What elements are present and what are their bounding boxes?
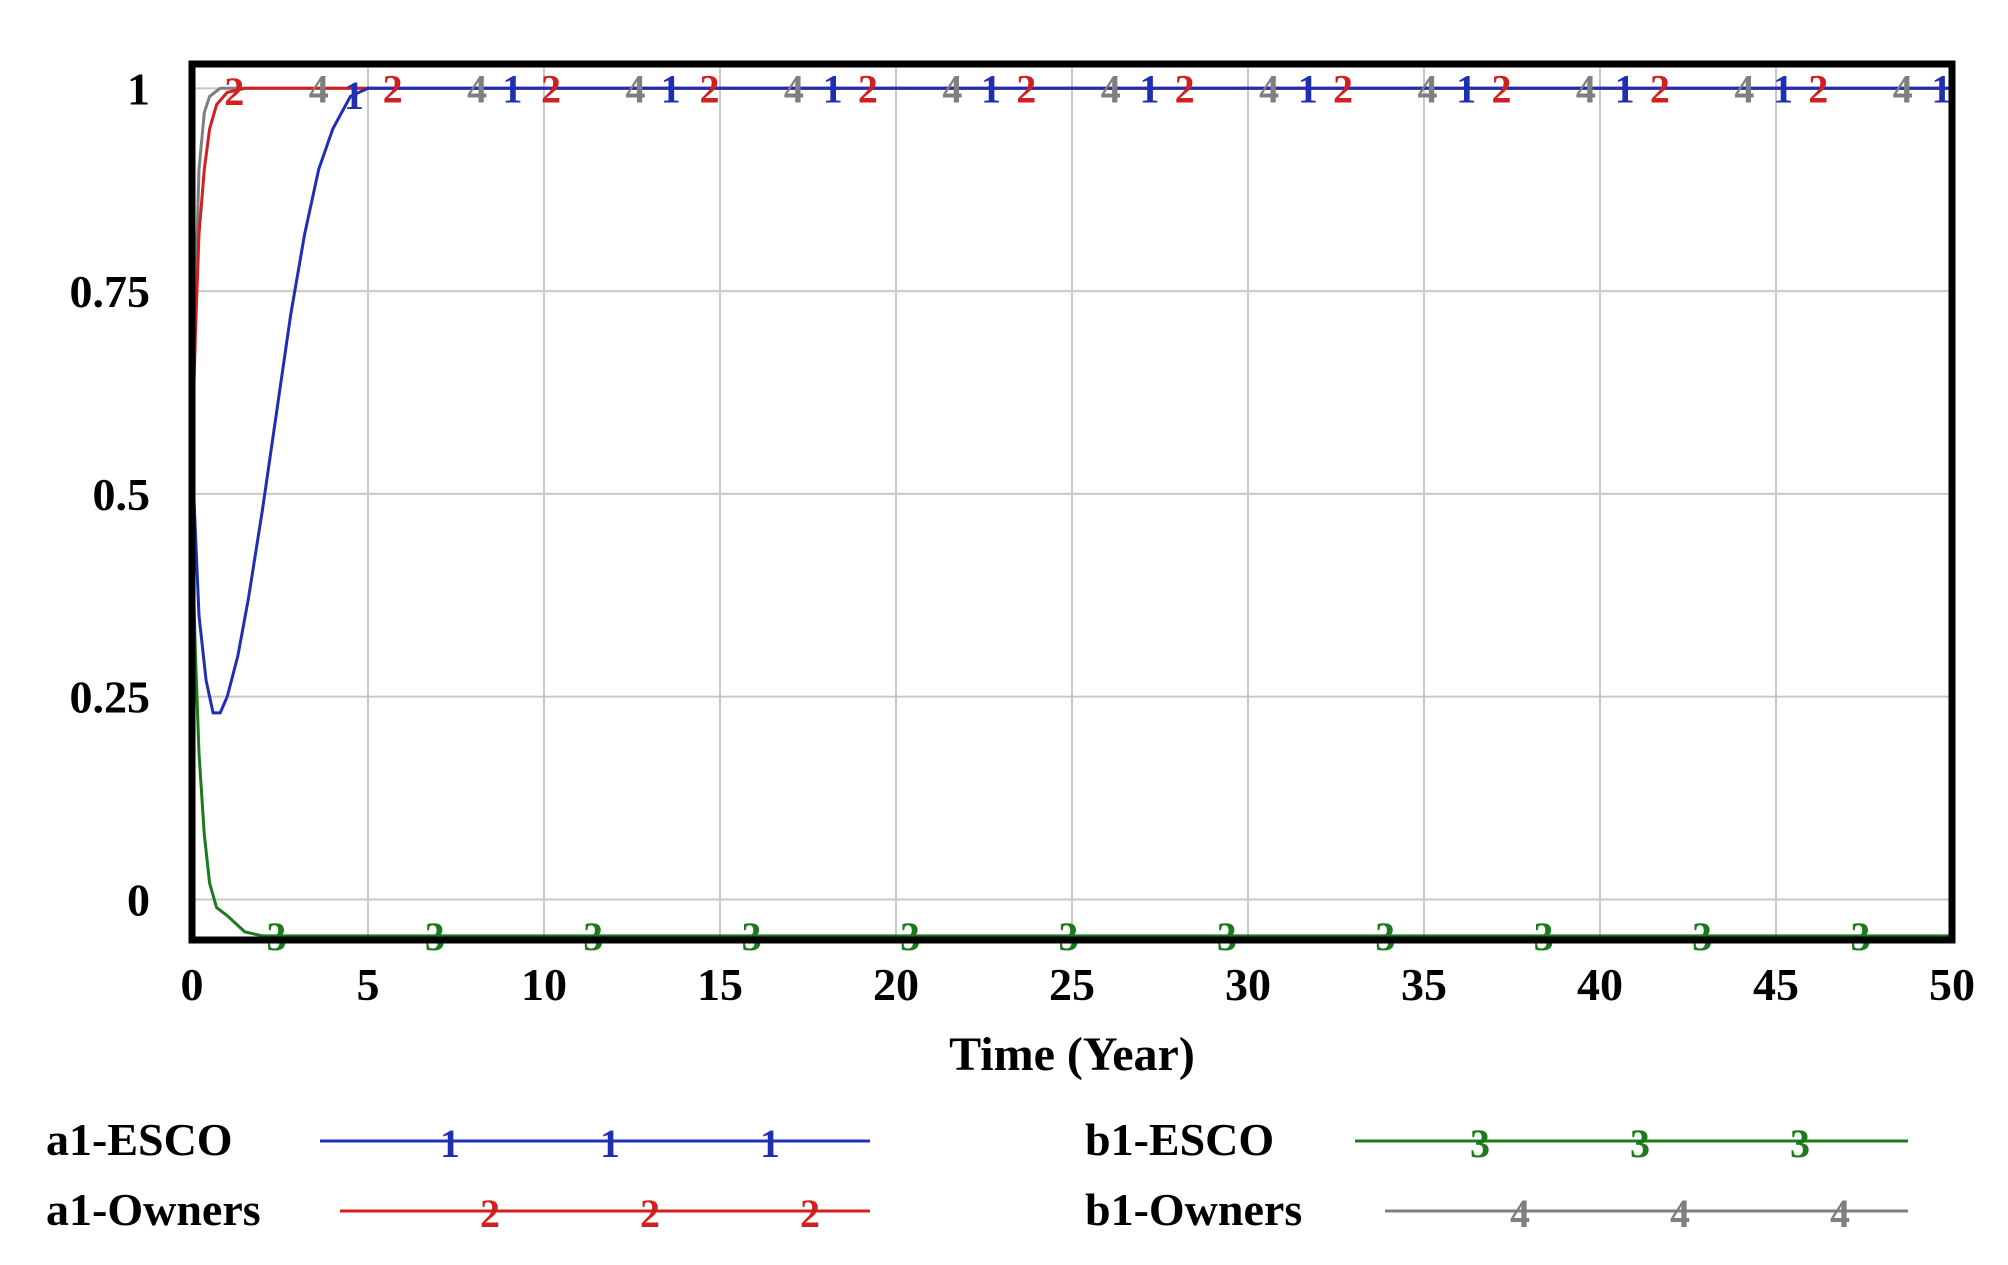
series-marker-a1-Owners: 2 — [1491, 66, 1511, 111]
series-marker-b1-Owners: 4 — [1101, 66, 1121, 111]
series-line-a1-ESCO — [190, 86, 1952, 715]
y-tick-label: 1 — [127, 63, 150, 114]
series-marker-a1-Owners: 2 — [1175, 66, 1195, 111]
series-marker-a1-ESCO: 1 — [823, 66, 843, 111]
series-marker-b1-Owners: 4 — [309, 66, 329, 111]
series-marker-b1-ESCO: 3 — [1534, 914, 1554, 959]
series-marker-a1-Owners: 2 — [858, 66, 878, 111]
legend-marker: 3 — [1790, 1121, 1810, 1166]
series-marker-a1-ESCO: 1 — [1615, 66, 1635, 111]
x-tick-label: 50 — [1929, 959, 1975, 1010]
series-marker-a1-Owners: 2 — [699, 66, 719, 111]
series-marker-a1-ESCO: 1 — [1139, 66, 1159, 111]
y-tick-label: 0.5 — [93, 469, 151, 520]
series-marker-a1-Owners: 2 — [224, 69, 244, 114]
series-marker-b1-Owners: 4 — [1734, 66, 1754, 111]
legend-label: a1-Owners — [46, 1184, 261, 1235]
series-marker-b1-ESCO: 3 — [1375, 914, 1395, 959]
x-tick-label: 40 — [1577, 959, 1623, 1010]
series-marker-b1-ESCO: 3 — [425, 914, 445, 959]
series-marker-a1-ESCO: 1 — [1456, 66, 1476, 111]
x-axis-title: Time (Year) — [949, 1028, 1195, 1081]
series-marker-a1-ESCO: 1 — [1298, 66, 1318, 111]
x-tick-label: 5 — [357, 959, 380, 1010]
series-marker-b1-ESCO: 3 — [266, 914, 286, 959]
series-marker-a1-ESCO: 1 — [1931, 66, 1951, 111]
series-marker-a1-Owners: 2 — [541, 66, 561, 111]
legend-label: b1-ESCO — [1085, 1114, 1274, 1165]
series-marker-a1-ESCO: 1 — [981, 66, 1001, 111]
series-marker-b1-Owners: 4 — [626, 66, 646, 111]
legend-item-b1-ESCO: b1-ESCO 3 3 3 — [1085, 1114, 1908, 1166]
series-marker-a1-ESCO: 1 — [661, 66, 681, 111]
legend-marker: 2 — [480, 1191, 500, 1236]
x-tick-label: 20 — [873, 959, 919, 1010]
x-tick-label: 0 — [181, 959, 204, 1010]
x-tick-label: 35 — [1401, 959, 1447, 1010]
series-marker-b1-Owners: 4 — [1259, 66, 1279, 111]
series-marker-b1-Owners: 4 — [1418, 66, 1438, 111]
series-marker-a1-Owners: 2 — [383, 66, 403, 111]
series-marker-b1-ESCO: 3 — [1692, 914, 1712, 959]
series-marker-b1-Owners: 4 — [942, 66, 962, 111]
legend-marker: 1 — [760, 1121, 780, 1166]
legend-marker: 2 — [800, 1191, 820, 1236]
series-marker-b1-ESCO: 3 — [583, 914, 603, 959]
legend-label: b1-Owners — [1085, 1184, 1302, 1235]
series-marker-a1-ESCO: 1 — [502, 66, 522, 111]
series-marker-a1-Owners: 2 — [1808, 66, 1828, 111]
series-marker-b1-ESCO: 3 — [742, 914, 762, 959]
series-marker-a1-Owners: 2 — [1650, 66, 1670, 111]
series-marker-a1-ESCO: 1 — [1773, 66, 1793, 111]
series-marker-b1-ESCO: 3 — [1217, 914, 1237, 959]
series-line-b1-ESCO — [190, 534, 1952, 938]
legend-marker: 3 — [1470, 1121, 1490, 1166]
legend-item-a1-ESCO: a1-ESCO 1 1 1 — [46, 1114, 870, 1166]
x-tick-label: 25 — [1049, 959, 1095, 1010]
series-marker-b1-Owners: 4 — [1893, 66, 1913, 111]
series-marker-b1-ESCO: 3 — [1850, 914, 1870, 959]
series-marker-b1-Owners: 4 — [784, 66, 804, 111]
legend-marker: 4 — [1830, 1191, 1850, 1236]
series-marker-a1-Owners: 2 — [1333, 66, 1353, 111]
series-marker-a1-Owners: 2 — [1016, 66, 1036, 111]
series-marker-b1-ESCO: 3 — [900, 914, 920, 959]
series-marker-b1-Owners: 4 — [467, 66, 487, 111]
y-tick-label: 0.25 — [70, 672, 151, 723]
x-tick-label: 10 — [521, 959, 567, 1010]
x-tick-label: 15 — [697, 959, 743, 1010]
legend-item-b1-Owners: b1-Owners 4 4 4 — [1085, 1184, 1908, 1236]
legend: a1-ESCO 1 1 1 a1-Owners 2 2 2 b1-ESCO 3 3 3 b1-Owner… — [46, 1114, 1908, 1236]
series-marker-a1-ESCO: 1 — [344, 73, 364, 118]
x-axis-ticks: 0 5 10 15 20 25 30 35 40 45 50 — [181, 959, 1976, 1010]
legend-marker: 4 — [1510, 1191, 1530, 1236]
x-tick-label: 45 — [1753, 959, 1799, 1010]
y-tick-label: 0 — [127, 874, 150, 925]
y-axis-ticks: 0 0.25 0.5 0.75 1 — [70, 63, 151, 925]
x-tick-label: 30 — [1225, 959, 1271, 1010]
y-tick-label: 0.75 — [70, 266, 151, 317]
legend-marker: 2 — [640, 1191, 660, 1236]
legend-label: a1-ESCO — [46, 1114, 233, 1165]
legend-marker: 1 — [440, 1121, 460, 1166]
legend-item-a1-Owners: a1-Owners 2 2 2 — [46, 1184, 870, 1236]
legend-marker: 3 — [1630, 1121, 1650, 1166]
plot-frame — [188, 60, 1956, 944]
legend-marker: 1 — [600, 1121, 620, 1166]
series-marker-b1-Owners: 4 — [1576, 66, 1596, 111]
series-layer: 1 1 1 1 1 1 1 1 1 1 12 2 2 2 2 2 2 2 2 2 23 3 3 3 3 3 3 3 3 3 34 4 4 4 4 4 4… — [190, 66, 1952, 959]
series-marker-b1-ESCO: 3 — [1058, 914, 1078, 959]
legend-marker: 4 — [1670, 1191, 1690, 1236]
